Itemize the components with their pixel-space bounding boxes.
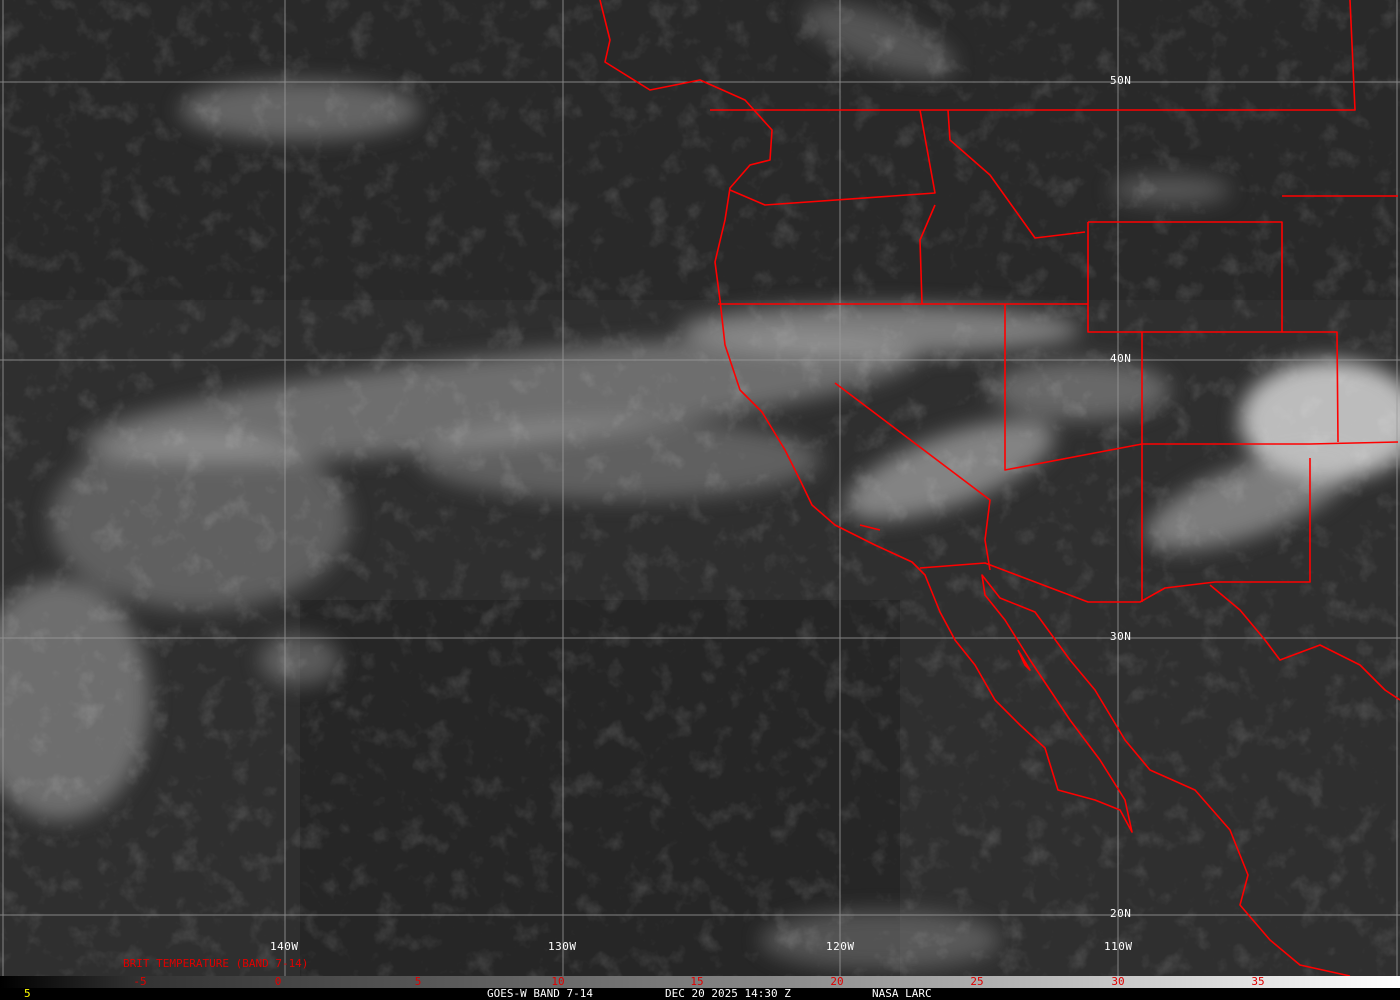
coastlines-and-borders (599, 0, 1400, 976)
washington-oregon-border (729, 109, 936, 206)
footer-source: NASA LARC (872, 987, 932, 1000)
california-nevada-border (834, 382, 991, 571)
lat-label-20n: 20N (1110, 907, 1132, 920)
colorbar-tick: -5 (133, 975, 147, 988)
canada-us-border (710, 0, 1356, 111)
lon-label-140w: 140W (270, 940, 299, 953)
lon-label-110w: 110W (1104, 940, 1133, 953)
baja-islands (1017, 649, 1031, 671)
footer-product: GOES-W BAND 7-14 (487, 987, 593, 1000)
footer-left-value: 5 (24, 987, 31, 1000)
footer-bar: 5 GOES-W BAND 7-14 DEC 20 2025 14:30 Z N… (0, 987, 1400, 1000)
channel-islands (859, 524, 881, 531)
lat-label-40n: 40N (1110, 352, 1132, 365)
graticule (0, 0, 1400, 976)
colorado-border (1282, 331, 1339, 443)
mexico-coast-line (1209, 584, 1400, 701)
lat-label-50n: 50N (1110, 74, 1132, 87)
us-mexico-border (919, 458, 1311, 603)
colorbar-tick: 15 (690, 975, 704, 988)
colorbar-title: BRIT TEMPERATURE (BAND 7-14) (123, 957, 309, 970)
lon-label-130w: 130W (548, 940, 577, 953)
satellite-map (0, 0, 1400, 976)
colorbar-tick: 35 (1251, 975, 1265, 988)
west-coast-line (599, 0, 1351, 976)
footer-datetime: DEC 20 2025 14:30 Z (665, 987, 791, 1000)
oregon-idaho-border (919, 204, 936, 305)
colorbar-tick: 5 (414, 975, 422, 988)
idaho-montana-border (947, 109, 1086, 239)
lon-label-120w: 120W (826, 940, 855, 953)
colorbar-tick: 25 (970, 975, 984, 988)
colorbar-tick: 0 (274, 975, 282, 988)
colorbar-tick: 30 (1111, 975, 1125, 988)
colorbar: -5 0 5 10 15 20 25 30 35 (0, 975, 1400, 988)
colorbar-tick: 10 (551, 975, 565, 988)
lat-label-30n: 30N (1110, 630, 1132, 643)
colorbar-tick: 20 (830, 975, 844, 988)
